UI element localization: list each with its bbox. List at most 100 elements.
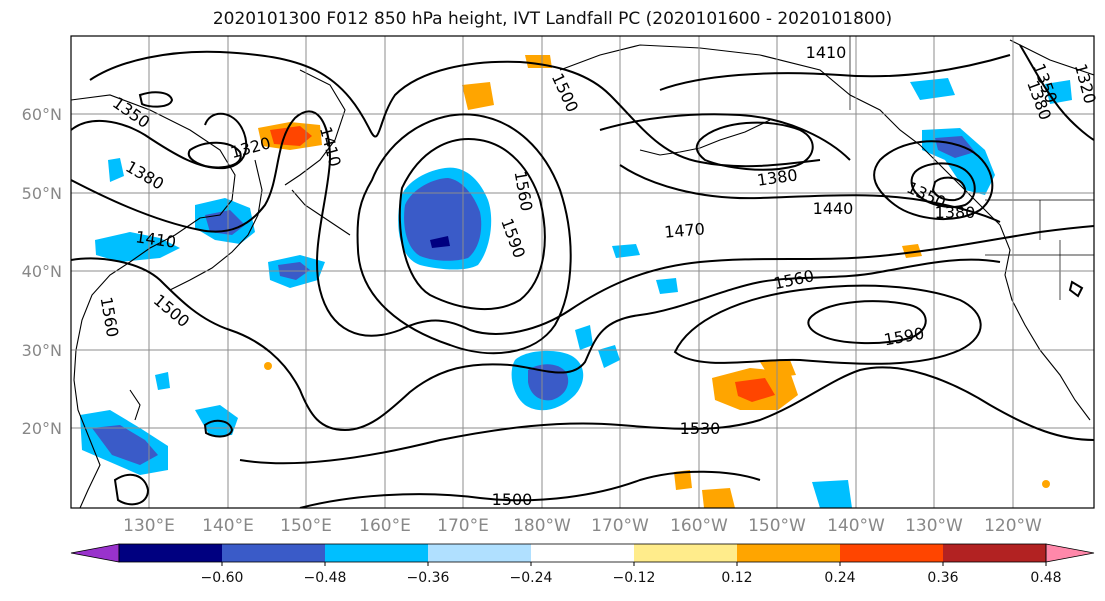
colorbar-segment [943, 544, 1047, 562]
contour-line [138, 91, 174, 108]
colorbar-tick-label: −0.60 [201, 570, 244, 586]
lat-label-60n: 60°N [22, 105, 62, 124]
colorbar-segment [840, 544, 944, 562]
contour-line [239, 366, 1094, 465]
colorbar-segment [428, 544, 532, 562]
lat-label-50n: 50°N [22, 184, 62, 203]
contour-label: 1440 [813, 199, 854, 218]
lon-label: 150°E [280, 516, 332, 536]
lon-label: 170°E [437, 516, 489, 536]
ivt-negative-patch [430, 236, 450, 248]
height-contours [71, 44, 1094, 508]
coastline-kamchatka [284, 69, 346, 186]
lon-label: 180°W [513, 516, 571, 536]
contour-line [873, 140, 994, 221]
colorbar-extension-min [70, 543, 120, 563]
lon-label: 160°W [670, 516, 728, 536]
ivt-positive-patch [270, 126, 312, 146]
coastline-japan [169, 159, 263, 291]
coastline-north-america-interior [1009, 39, 1094, 76]
ivt-negative-patch [910, 78, 955, 100]
colorbar-tick-label: 0.36 [927, 570, 958, 586]
ivt-negative-patch [155, 372, 170, 390]
contour-line [203, 419, 234, 438]
contour-line [659, 54, 1011, 91]
ivt-positive-patch [674, 470, 692, 490]
colorbar-segment [222, 544, 326, 562]
ivt-negative-patch [108, 158, 124, 182]
ivt-positive-patch [702, 488, 735, 508]
contour-line [398, 138, 546, 311]
colorbar-tick-label: 0.12 [721, 570, 752, 586]
map-title: 2020101300 F012 850 hPa height, IVT Land… [212, 9, 893, 29]
contour-line [299, 470, 761, 508]
colorbar-tick-label: −0.36 [407, 570, 450, 586]
lon-label: 140°E [202, 516, 254, 536]
map-frame [70, 35, 1095, 509]
contour-line [910, 162, 976, 208]
contour-line [113, 473, 150, 506]
contour-line [673, 284, 982, 365]
coastlines [71, 36, 1094, 508]
colorbar-frame [118, 543, 1047, 563]
lon-label: 130°E [123, 516, 175, 536]
contour-label: 1410 [806, 43, 847, 62]
colorbar-tick-label: −0.24 [510, 570, 553, 586]
ivt-negative-patch [404, 178, 482, 261]
colorbar-tick-label: −0.48 [304, 570, 347, 586]
colorbar-tick-label: 0.48 [1030, 570, 1061, 586]
coastline-kurils [291, 189, 351, 236]
contour-label: 1500 [492, 490, 533, 509]
contour-line [619, 164, 1001, 223]
ivt-negative-patch [612, 244, 640, 258]
ivt-negative-patch [92, 425, 158, 465]
coastline-asia [71, 94, 236, 508]
coastline-aleutians [639, 119, 771, 156]
ivt-negative-patch [95, 232, 180, 262]
colorbar-tick-label: −0.12 [613, 570, 656, 586]
colorbar: −0.60 −0.48 −0.36 −0.24 −0.12 0.12 0.24 0.36 0.4… [70, 543, 1095, 586]
contour-line [187, 141, 242, 169]
contour-line [356, 113, 572, 355]
contour-line [71, 257, 1001, 432]
ivt-negative-patch [656, 278, 678, 294]
ivt-negative-patch [812, 480, 852, 508]
colorbar-segment [634, 544, 738, 562]
ivt-positive-patch [902, 244, 922, 258]
lat-label-20n: 20°N [22, 419, 62, 438]
lon-label: 130°W [905, 516, 963, 536]
lon-label: 120°W [984, 516, 1042, 536]
lat-label-40n: 40°N [22, 262, 62, 281]
colorbar-segment [119, 544, 223, 562]
ivt-positive-patch [760, 360, 796, 378]
ivt-positive-patch [462, 82, 494, 110]
contour-line [931, 176, 967, 202]
contour-line [71, 110, 1094, 337]
ivt-negative-patch [575, 325, 593, 350]
contour-label: 1380 [935, 203, 976, 222]
colorbar-segment [325, 544, 429, 562]
colorbar-segment [531, 544, 635, 562]
coastline-philippines [129, 389, 141, 421]
lat-label-30n: 30°N [22, 341, 62, 360]
contour-line [89, 50, 821, 168]
contour-line [1068, 280, 1084, 298]
coastline-alaska [559, 44, 1091, 421]
lon-label: 150°W [748, 516, 806, 536]
contour-line [599, 113, 851, 161]
contour-line [1019, 44, 1094, 141]
contour-label: 1530 [680, 419, 721, 438]
map-background [71, 36, 1094, 508]
colorbar-tick-label: 0.24 [824, 570, 855, 586]
ivt-negative-patch [598, 345, 620, 368]
lon-label: 140°W [827, 516, 885, 536]
state-borders [849, 36, 1094, 300]
contour-line [695, 121, 814, 171]
graticule [71, 36, 1094, 508]
lon-label: 160°E [359, 516, 411, 536]
colorbar-extension-max [1045, 543, 1095, 563]
ivt-positive-patch [735, 378, 775, 402]
lon-label: 170°W [591, 516, 649, 536]
contour-label: 1470 [663, 219, 705, 241]
